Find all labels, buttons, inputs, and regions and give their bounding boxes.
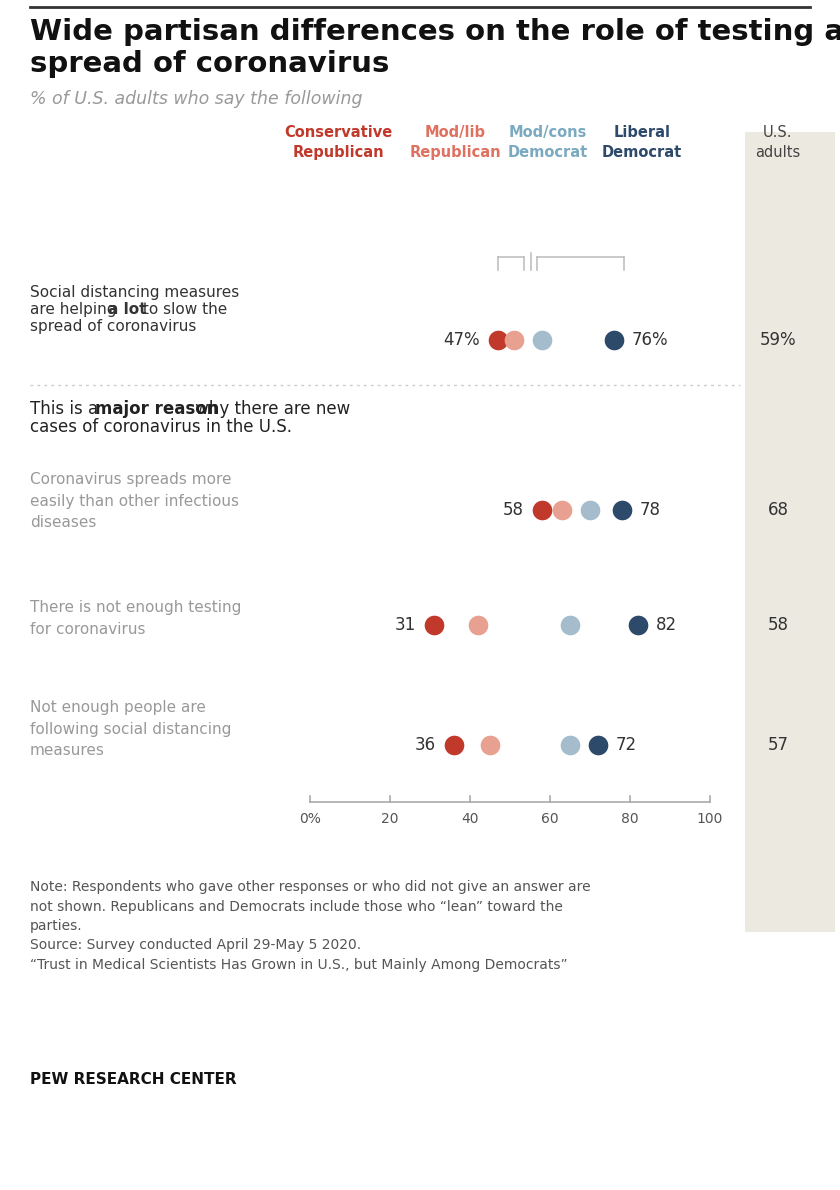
Text: a lot: a lot xyxy=(108,302,146,317)
Text: to slow the: to slow the xyxy=(138,302,228,317)
Text: 78: 78 xyxy=(640,501,661,519)
Text: 76%: 76% xyxy=(632,331,669,349)
Text: are helping: are helping xyxy=(30,302,121,317)
Point xyxy=(483,735,496,754)
Text: 58: 58 xyxy=(503,501,524,519)
Text: Social distancing measures: Social distancing measures xyxy=(30,284,239,300)
Text: Mod/lib
Republican: Mod/lib Republican xyxy=(409,125,501,159)
Point xyxy=(471,615,485,634)
Text: Wide partisan differences on the role of testing and: Wide partisan differences on the role of… xyxy=(30,18,840,46)
Point xyxy=(632,615,645,634)
Text: 57: 57 xyxy=(768,735,789,754)
Text: 60: 60 xyxy=(541,812,559,826)
Point xyxy=(491,331,505,350)
Text: Conservative
Republican: Conservative Republican xyxy=(284,125,392,159)
Point xyxy=(507,331,521,350)
Point xyxy=(564,615,577,634)
Text: spread of coronavirus: spread of coronavirus xyxy=(30,50,390,79)
Text: 58: 58 xyxy=(768,616,789,634)
Text: 36: 36 xyxy=(415,735,436,754)
Text: 31: 31 xyxy=(395,616,416,634)
Point xyxy=(591,735,605,754)
Point xyxy=(615,501,628,520)
Text: major reason: major reason xyxy=(95,400,218,418)
Text: Note: Respondents who gave other responses or who did not give an answer are
not: Note: Respondents who gave other respons… xyxy=(30,879,591,972)
Text: 100: 100 xyxy=(697,812,723,826)
Text: There is not enough testing
for coronavirus: There is not enough testing for coronavi… xyxy=(30,600,241,637)
Text: 0%: 0% xyxy=(299,812,321,826)
Text: Not enough people are
following social distancing
measures: Not enough people are following social d… xyxy=(30,700,231,758)
Text: This is a: This is a xyxy=(30,400,103,418)
Text: Mod/cons
Democrat: Mod/cons Democrat xyxy=(508,125,588,159)
Text: cases of coronavirus in the U.S.: cases of coronavirus in the U.S. xyxy=(30,418,292,436)
FancyBboxPatch shape xyxy=(745,132,835,932)
Text: 59%: 59% xyxy=(759,331,796,349)
Text: spread of coronavirus: spread of coronavirus xyxy=(30,319,197,334)
Text: PEW RESEARCH CENTER: PEW RESEARCH CENTER xyxy=(30,1072,237,1086)
Text: 20: 20 xyxy=(381,812,399,826)
Point xyxy=(428,615,441,634)
Point xyxy=(447,735,460,754)
Text: 72: 72 xyxy=(616,735,637,754)
Text: Coronavirus spreads more
easily than other infectious
diseases: Coronavirus spreads more easily than oth… xyxy=(30,472,239,531)
Text: 68: 68 xyxy=(768,501,789,519)
Point xyxy=(607,331,621,350)
Text: why there are new: why there are new xyxy=(190,400,350,418)
Text: 47%: 47% xyxy=(444,331,480,349)
Point xyxy=(535,331,549,350)
Text: 40: 40 xyxy=(461,812,479,826)
Text: Liberal
Democrat: Liberal Democrat xyxy=(602,125,682,159)
Point xyxy=(583,501,596,520)
Point xyxy=(555,501,569,520)
Text: 80: 80 xyxy=(622,812,638,826)
Point xyxy=(535,501,549,520)
Text: 82: 82 xyxy=(656,616,677,634)
Point xyxy=(564,735,577,754)
Text: U.S.
adults: U.S. adults xyxy=(755,125,801,159)
Text: % of U.S. adults who say the following: % of U.S. adults who say the following xyxy=(30,90,363,108)
